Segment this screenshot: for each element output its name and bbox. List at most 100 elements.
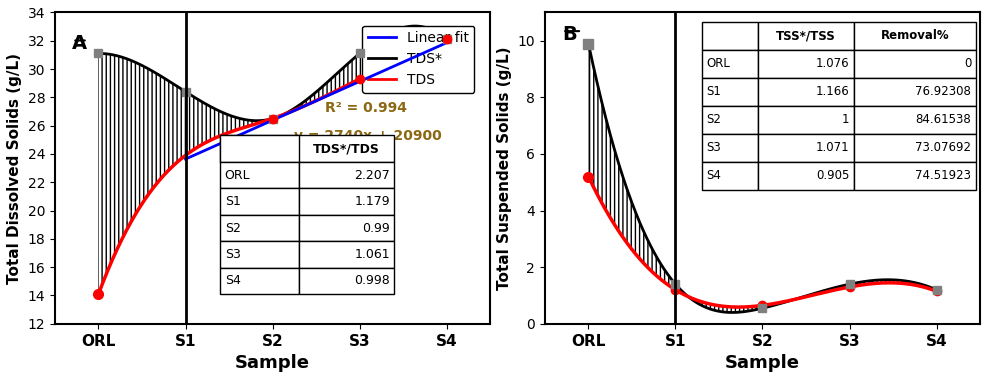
Text: B: B — [562, 25, 577, 44]
Bar — [701, 78, 757, 106]
Text: TDS*/TDS: TDS*/TDS — [313, 142, 380, 155]
Text: 73.07692: 73.07692 — [914, 141, 970, 154]
TDS — [306, 100, 317, 105]
TDS — [386, 60, 397, 65]
Y-axis label: Total Dissolved Solids (g/L): Total Dissolved Solids (g/L) — [7, 53, 22, 283]
Text: 74.51923: 74.51923 — [914, 169, 970, 182]
TSS — [624, 245, 636, 250]
Text: 1.061: 1.061 — [354, 248, 389, 261]
Text: Removal%: Removal% — [880, 29, 949, 42]
Bar — [220, 268, 299, 294]
Bar — [757, 22, 853, 50]
Bar — [853, 50, 975, 78]
TSS — [732, 305, 743, 309]
TSS* — [582, 41, 594, 46]
TSS* — [802, 293, 813, 298]
Bar — [853, 78, 975, 106]
Text: 1.179: 1.179 — [354, 195, 389, 208]
Text: S1: S1 — [225, 195, 241, 208]
Line: Linear fit: Linear fit — [185, 43, 446, 159]
Bar — [701, 134, 757, 162]
X-axis label: Sample: Sample — [235, 354, 310, 372]
Text: ORL: ORL — [705, 57, 729, 70]
Bar — [220, 162, 299, 188]
Bar — [220, 135, 299, 162]
TSS* — [930, 288, 942, 292]
Bar — [299, 241, 394, 268]
Bar — [299, 188, 394, 215]
TDS — [94, 289, 106, 293]
Text: 2.207: 2.207 — [354, 169, 389, 182]
Linear fit — [440, 41, 452, 45]
TDS* — [440, 37, 452, 42]
Bar — [853, 134, 975, 162]
TDS* — [300, 98, 312, 103]
TSS — [582, 174, 594, 179]
Bar — [701, 22, 757, 50]
Bar — [757, 50, 853, 78]
Line: TSS: TSS — [588, 177, 936, 307]
TSS* — [726, 310, 738, 315]
Text: TSS*/TSS: TSS*/TSS — [775, 29, 835, 42]
TDS* — [93, 51, 105, 56]
Bar — [299, 162, 394, 188]
Legend: Linear fit, TDS*, TDS: Linear fit, TDS*, TDS — [362, 26, 474, 92]
Bar — [220, 215, 299, 241]
Text: S4: S4 — [225, 274, 241, 287]
Line: TDS*: TDS* — [99, 26, 446, 121]
TDS* — [307, 92, 318, 97]
Bar — [220, 188, 299, 215]
TDS* — [387, 29, 398, 33]
TDS — [299, 103, 311, 108]
Text: 1: 1 — [841, 113, 849, 126]
Y-axis label: Total Suspended Solids (g/L): Total Suspended Solids (g/L) — [497, 46, 512, 290]
TSS — [695, 299, 707, 304]
Text: S2: S2 — [705, 113, 720, 126]
TSS — [834, 287, 846, 291]
Bar — [757, 134, 853, 162]
Line: TDS: TDS — [99, 39, 446, 294]
Text: S4: S4 — [705, 169, 720, 182]
TSS* — [835, 283, 847, 288]
TDS* — [94, 51, 106, 56]
TDS — [407, 50, 419, 55]
Bar — [220, 241, 299, 268]
Text: 1.076: 1.076 — [815, 57, 849, 70]
TSS* — [695, 303, 707, 308]
Text: 84.61538: 84.61538 — [915, 113, 970, 126]
Text: 0.905: 0.905 — [815, 169, 849, 182]
Text: ORL: ORL — [225, 169, 250, 182]
Text: S2: S2 — [225, 222, 241, 235]
Text: S3: S3 — [705, 141, 720, 154]
Bar — [299, 215, 394, 241]
Text: 0: 0 — [963, 57, 970, 70]
Bar — [757, 106, 853, 134]
Text: R² = 0.994: R² = 0.994 — [324, 101, 406, 115]
TDS* — [301, 97, 313, 102]
Text: 0.99: 0.99 — [362, 222, 389, 235]
Bar — [701, 162, 757, 190]
TSS — [835, 286, 847, 291]
Text: 1.166: 1.166 — [815, 85, 849, 98]
Line: TSS*: TSS* — [588, 44, 936, 312]
Bar — [701, 50, 757, 78]
TSS* — [720, 310, 732, 315]
Bar — [220, 135, 394, 162]
TDS — [300, 103, 312, 108]
X-axis label: Sample: Sample — [725, 354, 800, 372]
Text: 1.071: 1.071 — [815, 141, 849, 154]
Linear fit — [179, 157, 191, 161]
TDS — [440, 37, 452, 42]
Text: S3: S3 — [225, 248, 241, 261]
TDS — [93, 292, 105, 296]
Bar — [701, 106, 757, 134]
TSS* — [624, 196, 636, 201]
Text: A: A — [72, 34, 88, 53]
TSS — [930, 289, 942, 293]
Text: 0.998: 0.998 — [354, 274, 389, 287]
Bar — [757, 162, 853, 190]
Bar — [853, 106, 975, 134]
Bar — [853, 162, 975, 190]
Text: S1: S1 — [705, 85, 720, 98]
TDS* — [250, 118, 262, 123]
